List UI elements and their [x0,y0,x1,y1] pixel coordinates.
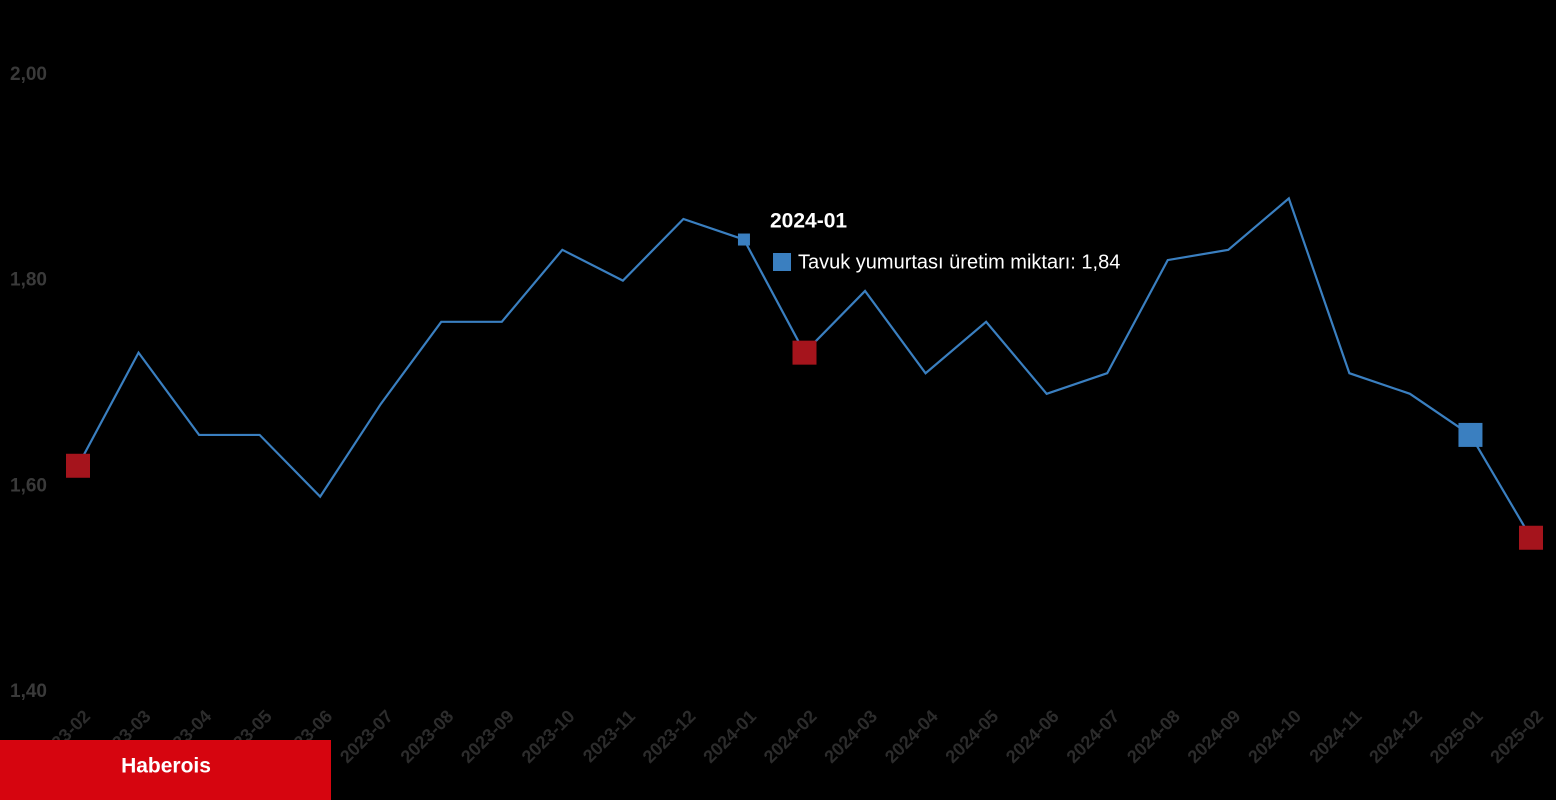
marker [792,340,817,365]
tooltip-swatch [773,253,791,271]
y-tick-label: 1,60 [10,475,47,496]
hover-marker [737,233,750,246]
marker [66,453,90,478]
y-tick-label: 2,00 [10,64,47,85]
brand-box [0,740,331,800]
tooltip-text: Tavuk yumurtası üretim miktarı: 1,84 [798,251,1120,273]
y-tick-label: 1,40 [10,681,47,702]
tooltip-title: 2024-01 [770,210,847,233]
marker [1458,422,1483,447]
marker [1519,525,1543,550]
brand: Haberois [121,755,211,778]
y-tick-label: 1,80 [10,270,47,291]
